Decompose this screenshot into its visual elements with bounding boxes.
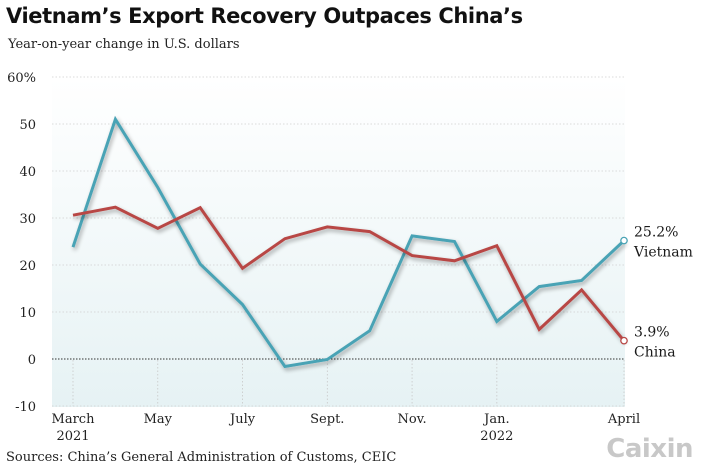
x-tick-label: July: [228, 412, 256, 427]
y-tick-label: 20: [19, 259, 36, 274]
x-tick-label: 2022: [480, 429, 513, 444]
x-tick-label: Sept.: [310, 412, 344, 427]
x-tick-label: March: [52, 412, 96, 427]
end-label-value-vietnam: 25.2%: [634, 225, 678, 241]
y-tick-label: -10: [15, 400, 36, 415]
series-lines: [71, 115, 628, 369]
y-tick-label: 50: [19, 118, 36, 133]
chart-subtitle: Year-on-year change in U.S. dollars: [8, 37, 240, 52]
x-tick-label: Jan.: [482, 412, 509, 427]
source-note: Sources: China’s General Administration …: [6, 450, 397, 465]
caixin-logo: Caixin: [606, 434, 693, 464]
y-tick-label: 10: [19, 306, 36, 321]
end-label-value-china: 3.9%: [634, 325, 670, 341]
x-axis-labels: March 2021 May July Sept. Nov. Jan. 2022 April: [52, 412, 641, 444]
chart-title: Vietnam’s Export Recovery Outpaces China…: [6, 4, 523, 28]
series-line-vietnam: [71, 115, 626, 369]
x-tick-label: Nov.: [398, 412, 427, 427]
series-end-marker-vietnam: [620, 236, 628, 245]
series-line-china: [72, 205, 626, 342]
x-tick-label: April: [607, 412, 640, 427]
plot-background: [52, 78, 625, 407]
y-tick-label: 60%: [7, 71, 36, 86]
y-tick-label: 30: [19, 212, 36, 227]
end-labels: 25.2% Vietnam 3.9% China: [633, 225, 693, 361]
end-label-name-china: China: [634, 345, 676, 361]
y-tick-label: 0: [28, 353, 36, 368]
x-tick-label: 2021: [56, 429, 89, 444]
y-axis-labels: -10 0 10 20 30 40 50 60%: [7, 71, 36, 415]
x-tick-label: May: [144, 412, 173, 427]
y-tick-label: 40: [19, 165, 36, 180]
end-label-name-vietnam: Vietnam: [633, 245, 693, 261]
series-end-marker-china: [620, 336, 628, 345]
